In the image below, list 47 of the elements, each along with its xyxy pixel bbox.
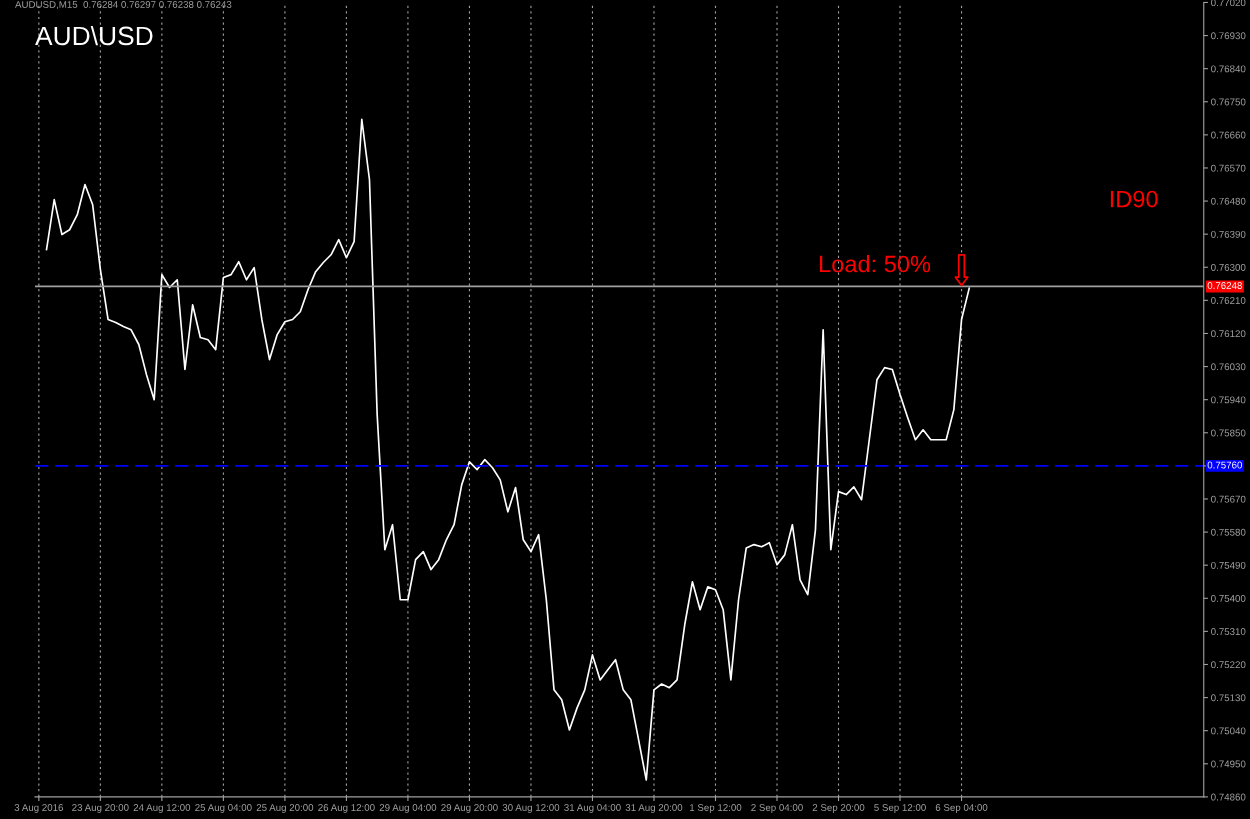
y-tick-label: 0.75580 bbox=[1211, 528, 1246, 536]
y-tick-label: 0.75670 bbox=[1211, 495, 1246, 503]
x-tick-label: 25 Aug 04:00 bbox=[195, 804, 252, 813]
y-tick-label: 0.76300 bbox=[1211, 264, 1246, 271]
x-tick-label: 29 Aug 04:00 bbox=[379, 804, 437, 813]
y-tick-label: 0.77020 bbox=[1211, 0, 1246, 7]
x-tick-label: 2 Sep 20:00 bbox=[812, 804, 865, 813]
y-tick-label: 0.75220 bbox=[1211, 661, 1246, 669]
ref-line-label: 0.76248 bbox=[1207, 282, 1242, 289]
x-tick-label: 31 Aug 04:00 bbox=[564, 804, 621, 813]
y-tick-label: 0.76750 bbox=[1211, 98, 1246, 106]
x-tick-label: 29 Aug 20:00 bbox=[441, 804, 498, 813]
x-tick-label: 2 Sep 04:00 bbox=[751, 804, 803, 813]
y-tick-label: 0.76480 bbox=[1211, 197, 1246, 205]
x-tick-label: 3 Aug 2016 bbox=[14, 804, 64, 813]
x-tick-label: 26 Aug 12:00 bbox=[318, 804, 375, 813]
y-tick-label: 0.76120 bbox=[1211, 330, 1246, 338]
x-tick-label: 1 Sep 12:00 bbox=[690, 804, 742, 813]
y-tick-label: 0.75040 bbox=[1211, 727, 1246, 735]
y-tick-label: 0.76030 bbox=[1211, 363, 1246, 371]
ref-line-label: 0.75760 bbox=[1207, 461, 1243, 469]
y-tick-label: 0.76210 bbox=[1211, 297, 1246, 304]
x-tick-label: 25 Aug 20:00 bbox=[256, 804, 314, 813]
y-tick-label: 0.76570 bbox=[1211, 164, 1246, 172]
y-tick-label: 0.74860 bbox=[1211, 793, 1246, 801]
x-tick-label: 5 Sep 12:00 bbox=[874, 804, 926, 813]
y-tick-label: 0.75940 bbox=[1211, 396, 1246, 404]
y-tick-label: 0.75130 bbox=[1211, 694, 1246, 702]
y-tick-label: 0.75490 bbox=[1211, 561, 1246, 569]
y-tick-label: 0.76930 bbox=[1211, 32, 1246, 40]
y-tick-label: 0.75310 bbox=[1211, 628, 1246, 635]
x-tick-label: 31 Aug 20:00 bbox=[625, 804, 683, 813]
x-tick-label: 24 Aug 12:00 bbox=[133, 804, 191, 813]
y-tick-label: 0.76390 bbox=[1211, 230, 1246, 238]
annotation: Load: 50% bbox=[820, 255, 931, 273]
text: AUD\USD bbox=[35, 25, 153, 46]
x-tick-label: 6 Sep 04:00 bbox=[935, 804, 988, 813]
line-series bbox=[45, 118, 971, 781]
x-tick-label: 23 Aug 20:00 bbox=[72, 804, 129, 813]
chart-subtitle: AUDUSD,M15 0.76284 0.76297 0.76238 0.76243 bbox=[15, 1, 232, 10]
y-tick-label: 0.76660 bbox=[1211, 131, 1246, 139]
annotation: ID90 bbox=[1110, 190, 1158, 208]
y-tick-label: 0.74950 bbox=[1211, 760, 1246, 768]
x-tick-label: 30 Aug 12:00 bbox=[502, 804, 560, 813]
y-tick-label: 0.76840 bbox=[1211, 65, 1246, 73]
y-tick-label: 0.75400 bbox=[1211, 595, 1246, 602]
y-tick-label: 0.75850 bbox=[1211, 429, 1246, 437]
